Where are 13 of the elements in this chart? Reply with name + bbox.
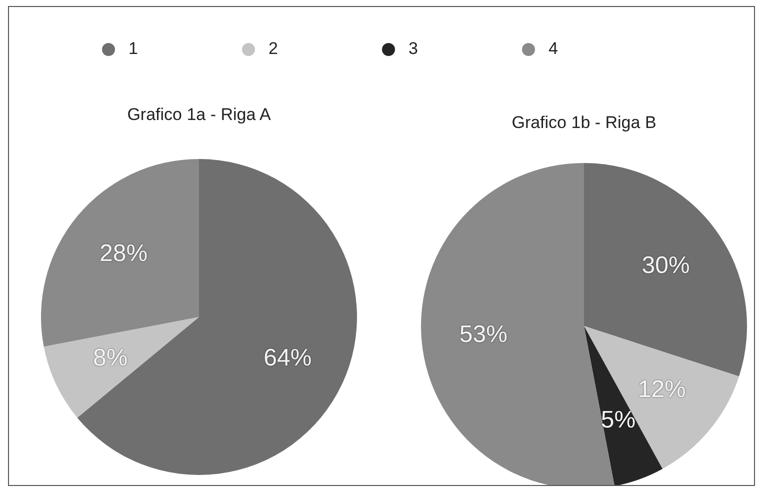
legend-label: 2: [268, 39, 278, 59]
legend-label: 3: [408, 39, 418, 59]
legend-label: 1: [128, 39, 138, 59]
legend-label: 4: [548, 39, 558, 59]
data-label: 8%: [93, 344, 128, 372]
chart-title: Grafico 1b - Riga B: [510, 113, 658, 133]
data-label: 53%: [459, 321, 508, 348]
data-label: 28%: [99, 240, 148, 268]
data-label: 5%: [600, 406, 636, 434]
data-label: 64%: [264, 344, 312, 372]
data-label: 12%: [638, 376, 686, 404]
data-label: 30%: [642, 252, 690, 280]
text: Grafico 1a - Riga A: [126, 105, 272, 125]
